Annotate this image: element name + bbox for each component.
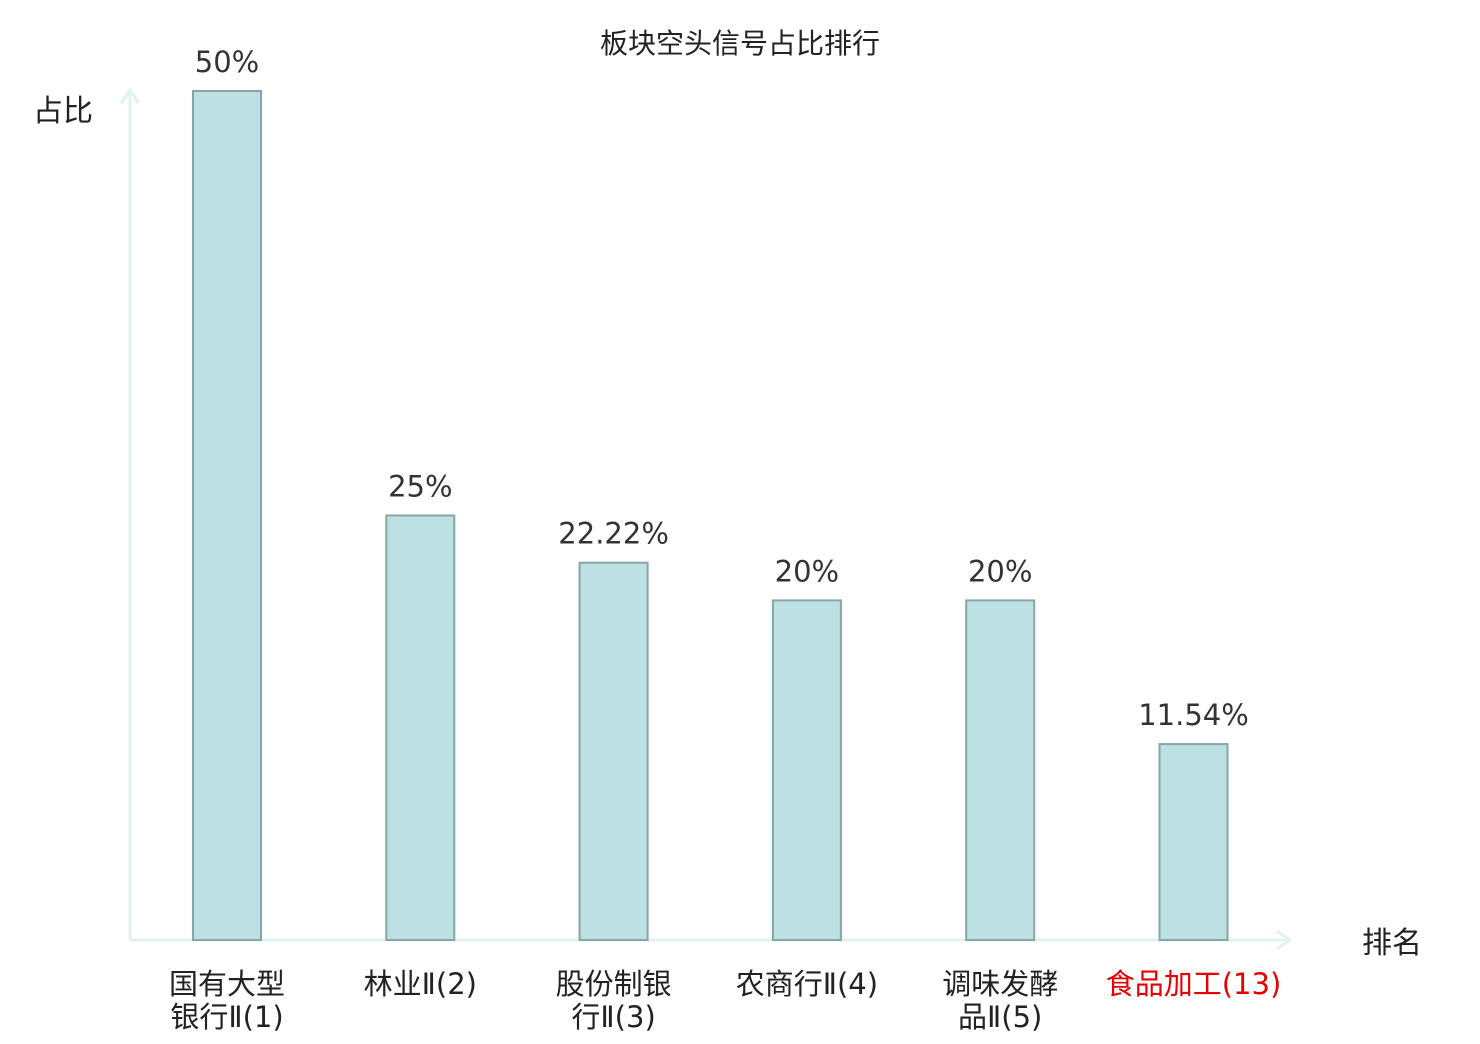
bar — [1158, 743, 1229, 941]
category-label: 银行Ⅱ(1) — [170, 1000, 283, 1034]
bar — [578, 561, 649, 941]
bar-value-label: 22.22% — [558, 517, 669, 551]
category-label: 品Ⅱ(5) — [958, 1000, 1042, 1034]
category-label: 林业Ⅱ(2) — [364, 967, 477, 1001]
bars-group — [192, 90, 1229, 942]
value-labels-group: 50% 25% 22.22% 20% 20% 11.54% — [195, 45, 1249, 732]
x-axis-label: 排名 — [1362, 926, 1422, 961]
category-label: 股份制银 — [556, 967, 672, 1001]
bar — [965, 599, 1036, 942]
bar — [385, 514, 456, 941]
bar-value-label: 20% — [775, 554, 839, 588]
bar — [771, 599, 842, 942]
bar — [192, 90, 262, 941]
bar-value-label: 25% — [388, 470, 452, 504]
category-label: 调味发酵 — [942, 967, 1058, 1001]
bar-value-label: 50% — [195, 45, 259, 79]
y-axis-label: 占比 — [33, 94, 93, 129]
bar-value-label: 20% — [968, 554, 1032, 588]
category-label: 行Ⅱ(3) — [571, 1000, 655, 1034]
category-label: 农商行Ⅱ(4) — [736, 967, 878, 1001]
chart-title: 板块空头信号占比排行 — [600, 27, 880, 60]
category-label: 国有大型 — [169, 967, 285, 1001]
bar-value-label: 11.54% — [1138, 698, 1249, 732]
category-label: 食品加工(13) — [1106, 967, 1282, 1001]
